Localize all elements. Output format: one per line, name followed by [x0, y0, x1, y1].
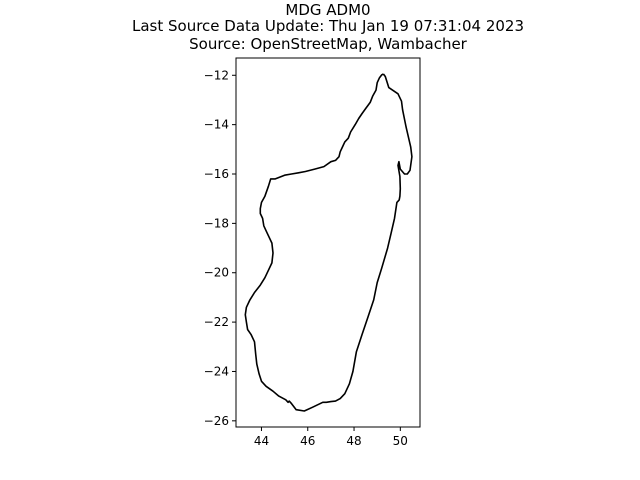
y-tick-label: −18: [204, 216, 229, 230]
plot-area: [244, 73, 413, 412]
y-tick-label: −12: [204, 68, 229, 82]
x-axis-ticks: 44 46 48 50: [254, 427, 408, 448]
x-tick-label: 46: [300, 434, 315, 448]
title-line-3: Source: OpenStreetMap, Wambacher: [189, 35, 468, 53]
y-tick-label: −26: [204, 414, 229, 428]
title-line-1: MDG ADM0: [285, 1, 370, 19]
axes-frame: [235, 57, 421, 428]
y-axis-ticks: −12 −14 −16 −18 −20 −22 −24 −26: [204, 68, 236, 428]
x-tick-label: 50: [393, 434, 408, 448]
y-tick-label: −14: [204, 118, 229, 132]
title-line-2: Last Source Data Update: Thu Jan 19 07:3…: [132, 17, 524, 35]
y-tick-label: −20: [204, 266, 229, 280]
y-tick-label: −16: [204, 167, 229, 181]
x-tick-label: 48: [346, 434, 361, 448]
country-outline-0: [244, 73, 413, 412]
y-tick-label: −24: [204, 364, 229, 378]
y-tick-label: −22: [204, 315, 229, 329]
x-tick-label: 44: [254, 434, 269, 448]
